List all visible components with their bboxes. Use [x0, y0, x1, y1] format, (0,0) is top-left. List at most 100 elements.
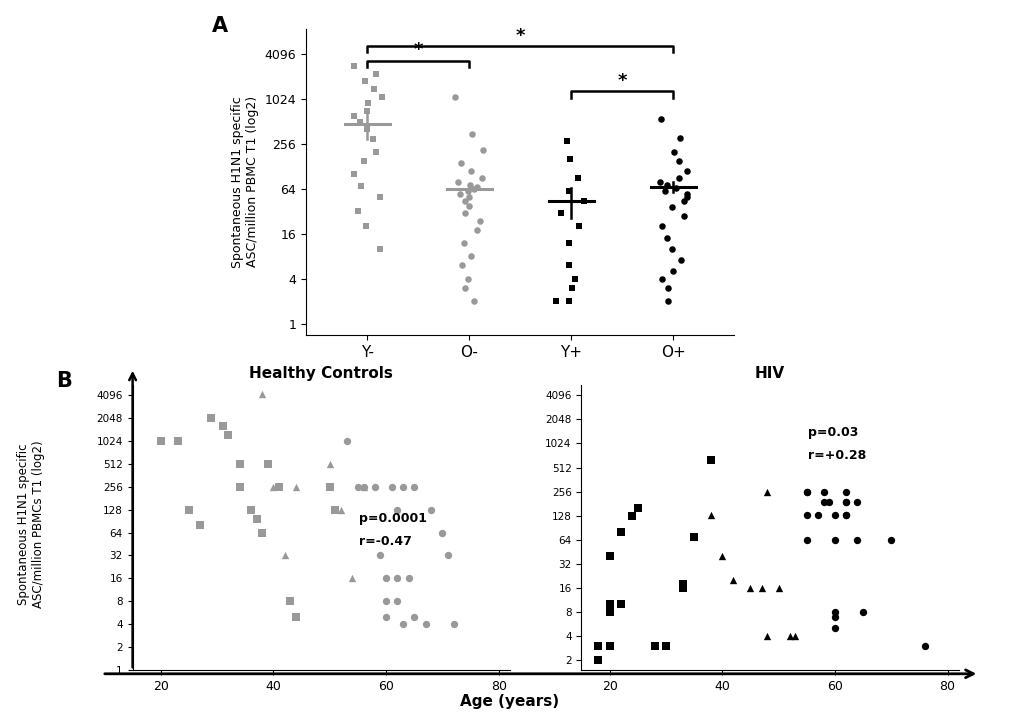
Point — [423, 504, 439, 515]
Text: *: * — [515, 27, 525, 46]
Point — [192, 519, 208, 530]
Point — [469, 224, 485, 235]
Point — [460, 273, 476, 284]
Point — [590, 640, 606, 652]
Point — [798, 486, 814, 497]
Point — [364, 133, 380, 145]
Point — [570, 221, 586, 232]
Point — [355, 481, 371, 492]
Point — [612, 526, 629, 538]
Point — [373, 91, 389, 103]
Text: r=-0.47: r=-0.47 — [359, 535, 412, 548]
Text: p=0.0001: p=0.0001 — [359, 512, 427, 525]
Point — [671, 155, 687, 167]
Point — [282, 595, 299, 607]
Point — [560, 237, 577, 249]
Point — [462, 179, 478, 190]
Point — [471, 215, 487, 226]
Point — [394, 481, 411, 492]
Point — [564, 282, 580, 294]
Point — [658, 232, 675, 244]
Text: *: * — [616, 71, 627, 90]
Point — [439, 550, 455, 561]
Point — [153, 435, 169, 446]
Point — [678, 191, 694, 202]
Point — [276, 550, 292, 561]
Point — [849, 534, 865, 545]
Point — [685, 531, 701, 543]
Point — [350, 481, 366, 492]
Point — [674, 578, 690, 590]
Point — [360, 98, 376, 109]
Point — [659, 295, 676, 307]
Point — [389, 595, 406, 607]
Title: HIV: HIV — [754, 366, 785, 381]
Point — [359, 106, 375, 117]
Point — [452, 158, 469, 169]
Point — [713, 550, 730, 562]
Point — [561, 153, 578, 165]
Point — [612, 599, 629, 610]
Point — [656, 185, 673, 197]
Point — [214, 420, 230, 431]
Point — [243, 504, 259, 515]
Point — [916, 640, 932, 652]
Point — [445, 619, 462, 630]
Point — [449, 176, 466, 188]
Point — [798, 510, 814, 521]
Point — [665, 146, 682, 158]
Point — [820, 496, 837, 508]
Point — [629, 502, 645, 513]
Point — [552, 207, 569, 219]
Point — [653, 221, 669, 232]
Point — [358, 221, 374, 232]
Point — [658, 179, 675, 190]
Point — [769, 583, 786, 594]
Point — [451, 188, 468, 200]
Point — [461, 191, 477, 202]
Point — [466, 183, 482, 195]
Point — [372, 550, 388, 561]
Point — [758, 486, 774, 497]
Point — [366, 83, 382, 95]
Point — [675, 210, 691, 221]
Point — [849, 496, 865, 508]
Point — [453, 260, 470, 271]
Point — [463, 250, 479, 262]
Point — [371, 191, 387, 202]
Point — [254, 527, 270, 538]
Point — [434, 527, 450, 538]
Point — [679, 188, 695, 200]
Point — [352, 116, 368, 128]
Point — [646, 640, 662, 652]
Point — [231, 458, 248, 469]
Point — [675, 195, 691, 207]
Point — [787, 630, 803, 642]
Point — [260, 458, 276, 469]
Point — [854, 606, 870, 617]
Point — [220, 430, 236, 441]
Point — [558, 135, 575, 147]
Point — [254, 389, 270, 400]
Point — [231, 481, 248, 492]
Point — [560, 260, 577, 271]
Point — [547, 295, 564, 307]
Point — [758, 630, 774, 642]
Point — [702, 510, 718, 521]
Point — [559, 185, 576, 197]
Point — [753, 583, 769, 594]
Point — [838, 496, 854, 508]
Point — [575, 195, 591, 207]
Point — [287, 481, 304, 492]
Point — [672, 255, 688, 266]
Point — [663, 243, 680, 255]
Point — [378, 611, 394, 622]
Point — [454, 237, 471, 249]
Point — [180, 504, 197, 515]
Point — [345, 61, 362, 72]
Point — [350, 205, 366, 217]
Point — [826, 606, 843, 617]
Point — [473, 172, 489, 183]
Point — [345, 169, 362, 180]
Point — [838, 486, 854, 497]
